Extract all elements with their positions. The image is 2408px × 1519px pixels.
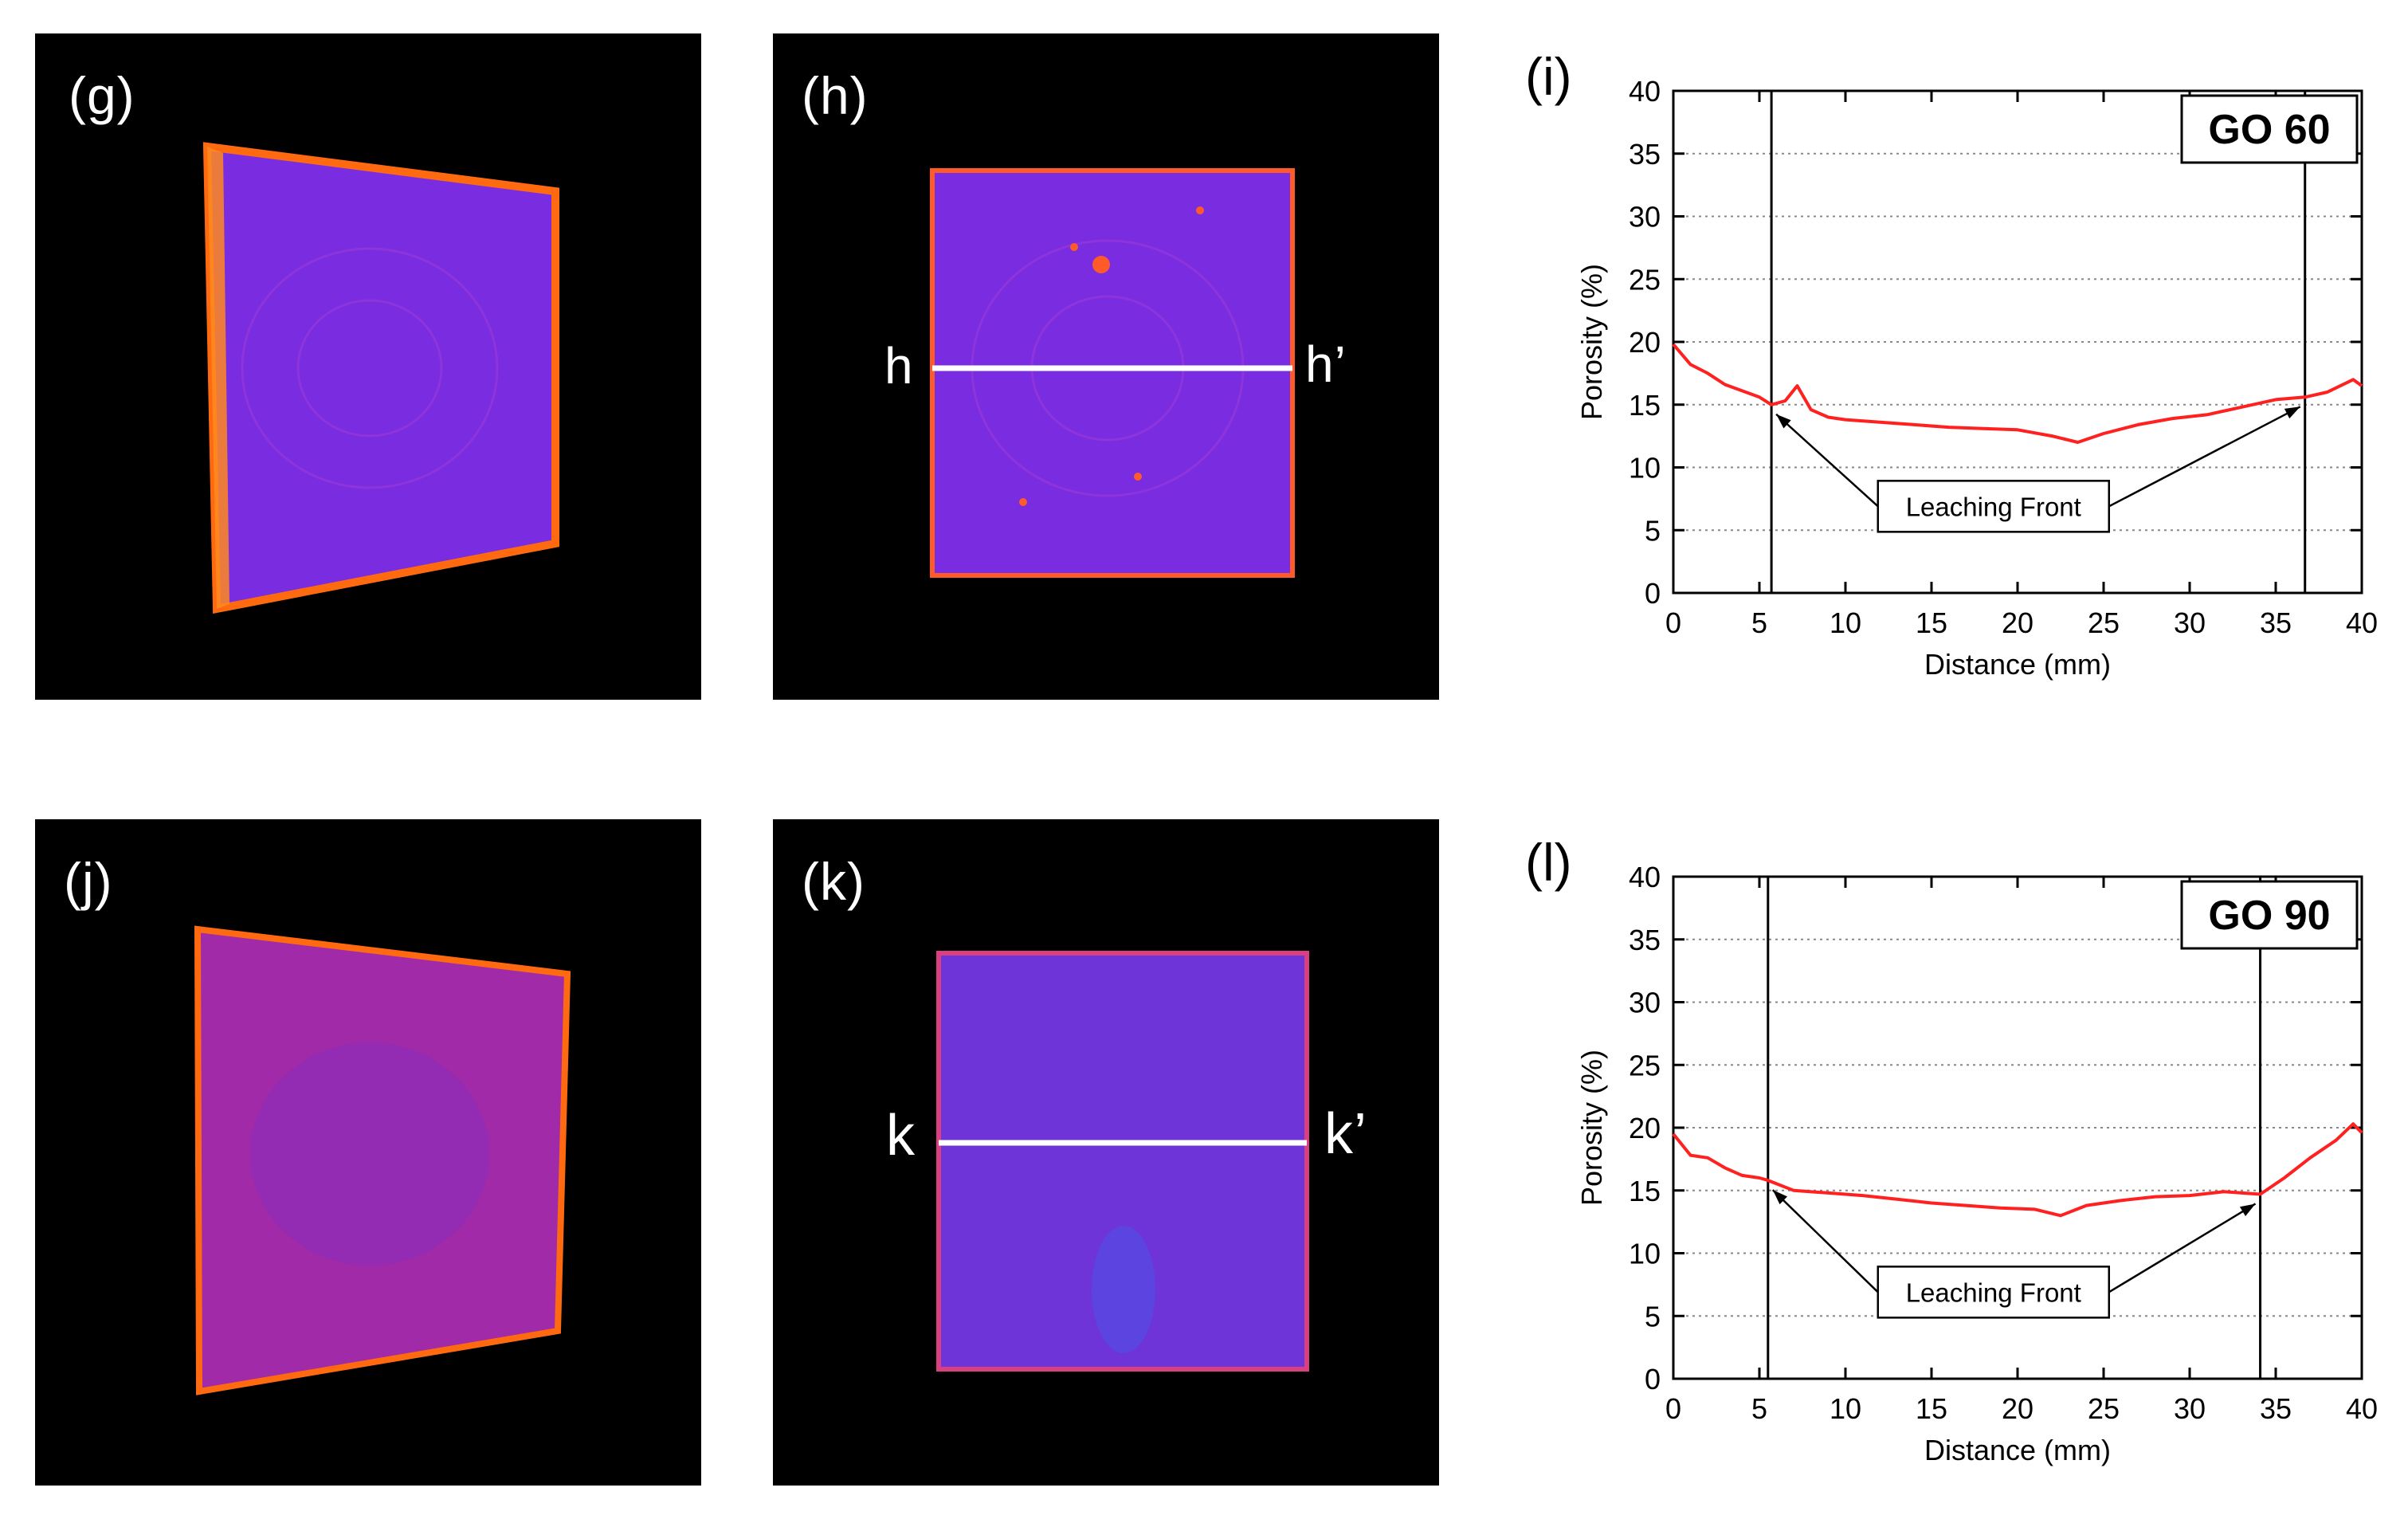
specimen-h-pore [1092,256,1110,273]
y-tick-label: 0 [1645,577,1661,610]
y-tick-label: 10 [1629,1238,1661,1270]
profile-end-label-h: h’ [1305,336,1347,393]
annotation-arrow [2108,1203,2257,1293]
sample-tag-box [2180,880,2359,950]
x-tick-label: 35 [2260,606,2292,639]
x-tick-label: 40 [2346,1392,2378,1425]
profile-start-label-k: k [886,1104,916,1168]
panel-label-i: (i) [1525,47,1572,106]
y-tick-label: 0 [1645,1363,1661,1395]
specimen-k [936,951,1309,1372]
annotation-box [1877,1266,2111,1319]
specimen-g-edge [207,147,229,609]
y-tick-label: 5 [1645,514,1661,547]
specimen-j-slab [194,925,571,1395]
image-panel-k: (k) k k’ [773,819,1439,1486]
specimen-h [930,168,1295,578]
y-tick-label: 35 [1629,138,1661,171]
specimen-g-slab [202,142,559,614]
x-tick-label: 35 [2260,1392,2292,1425]
panel-label-k: (k) [802,852,865,911]
y-tick-label: 20 [1629,326,1661,359]
panel-label-h: (h) [802,66,869,125]
specimen-h-pore [1196,206,1204,214]
y-tick-label: 40 [1629,75,1661,108]
y-tick-label: 10 [1629,452,1661,485]
profile-start-label-h: h [884,337,914,394]
x-tick-label: 15 [1916,1392,1947,1425]
x-tick-label: 5 [1751,606,1767,639]
y-tick-label: 40 [1629,861,1661,893]
annotation-arrowhead [2239,1203,2256,1217]
specimen-g-ring [241,247,499,489]
specimen-k-spot [1092,1226,1155,1353]
specimen-g [202,142,559,614]
x-tick-label: 0 [1665,606,1681,639]
x-tick-label: 5 [1751,1392,1767,1425]
y-tick-label: 25 [1629,1049,1661,1081]
y-tick-label: 35 [1629,924,1661,956]
sample-tag: GO 90 [2208,893,2330,939]
porosity-series-line [1672,1122,2363,1218]
specimen-h-pore [1019,498,1027,506]
chart-l: 0 5 10 15 20 25 30 35 40 0 5 10 15 20 25 30 35 40 Distance… [1575,861,2378,1466]
chart-i: 0 5 10 15 20 25 30 35 40 0 5 10 15 20 25 30 35 40 Distance… [1575,75,2378,681]
specimen-g-ring [296,299,443,438]
annotation-arrowhead [1772,1190,1788,1205]
image-panel-h: (h) h h’ [773,33,1439,700]
y-tick-label: 25 [1629,263,1661,296]
annotation-arrow [2108,406,2301,508]
y-tick-label: 5 [1645,1300,1661,1333]
annotation-label: Leaching Front [1906,492,2081,521]
y-tick-label: 30 [1629,201,1661,234]
x-axis-label: Distance (mm) [1924,1434,2111,1466]
panel-label-l: (l) [1525,833,1572,892]
panel-label-j: (j) [64,852,113,911]
image-panel-j: (j) [35,819,701,1486]
annotation-box [1877,480,2111,533]
panel-label-g: (g) [69,66,135,125]
x-tick-label: 30 [2174,606,2206,639]
sample-tag-box [2180,94,2359,164]
y-axis-label: Porosity (%) [1575,264,1608,420]
annotation-arrow [1771,1189,1879,1293]
sample-tag: GO 60 [2208,107,2330,153]
x-axis-label: Distance (mm) [1924,648,2111,681]
y-tick-label: 20 [1629,1112,1661,1144]
specimen-j-core [250,1042,489,1266]
y-tick-label: 15 [1629,1175,1661,1207]
image-panel-g: (g) [35,33,701,700]
x-tick-label: 20 [2002,606,2033,639]
specimen-j [194,925,571,1395]
y-axis-label: Porosity (%) [1575,1050,1608,1206]
x-tick-label: 30 [2174,1392,2206,1425]
profile-end-label-k: k’ [1324,1102,1367,1166]
x-tick-label: 0 [1665,1392,1681,1425]
x-tick-label: 20 [2002,1392,2033,1425]
annotation-label: Leaching Front [1906,1278,2081,1307]
x-tick-label: 10 [1830,1392,1861,1425]
x-tick-label: 15 [1916,606,1947,639]
specimen-h-pore [1070,243,1078,251]
x-tick-label: 25 [2088,1392,2120,1425]
x-tick-label: 25 [2088,606,2120,639]
annotation-arrowhead [1776,414,1791,429]
y-tick-label: 30 [1629,987,1661,1019]
specimen-h-pore [1134,473,1142,481]
x-tick-label: 40 [2346,606,2378,639]
specimen-h-slab [930,168,1295,578]
annotation-arrow [1775,413,1879,508]
y-tick-label: 15 [1629,389,1661,422]
annotation-arrowhead [2284,406,2300,419]
x-tick-label: 10 [1830,606,1861,639]
porosity-series-line [1672,343,2363,444]
